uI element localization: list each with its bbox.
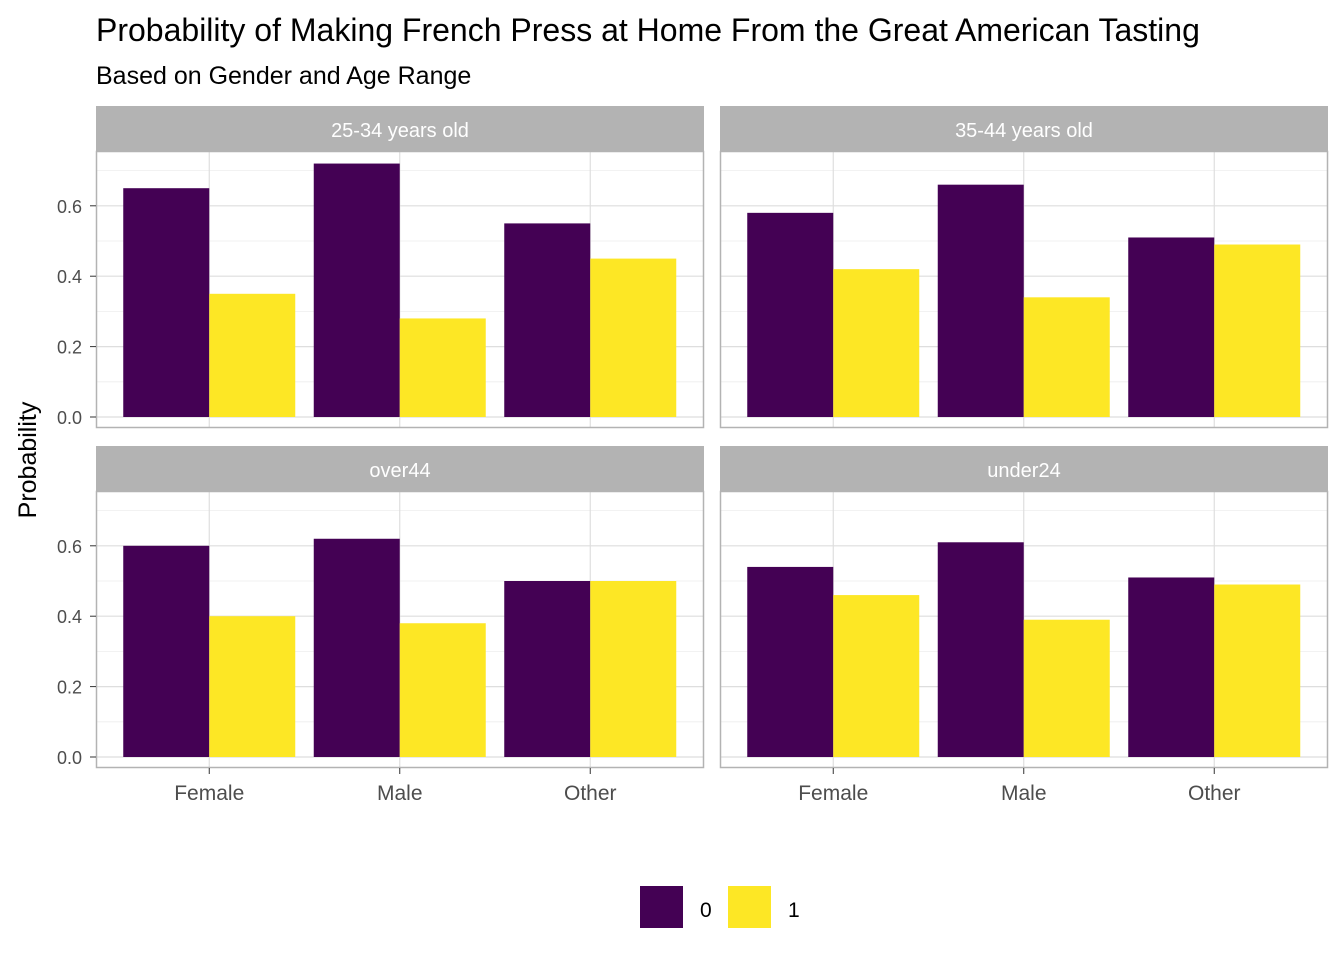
facet-label: 35-44 years old bbox=[955, 120, 1093, 142]
bar-1-female bbox=[833, 269, 920, 417]
bar-1-other bbox=[590, 258, 677, 417]
facet-panel: 35-44 years old bbox=[719, 106, 1329, 429]
facet-strip bbox=[720, 106, 1328, 151]
bar-1-male bbox=[399, 623, 486, 757]
chart-subtitle: Based on Gender and Age Range bbox=[96, 62, 471, 90]
bar-1-other bbox=[1214, 584, 1301, 757]
y-tick-label: 0.6 bbox=[57, 197, 82, 217]
facet-panel: 25-34 years old 0.0 0.2 0.4 0.6 bbox=[57, 106, 705, 429]
facet-label: under24 bbox=[987, 460, 1060, 482]
y-tick-label: 0.2 bbox=[57, 338, 82, 358]
bars bbox=[747, 184, 1301, 417]
y-tick-label: 0.0 bbox=[57, 408, 82, 428]
bar-0-male bbox=[313, 538, 400, 757]
x-tick-label: Other bbox=[1188, 782, 1241, 805]
bar-0-male bbox=[937, 542, 1024, 757]
y-tick-label: 0.4 bbox=[57, 607, 82, 627]
y-tick-label: 0.4 bbox=[57, 267, 82, 287]
facet-strip bbox=[96, 446, 704, 491]
legend-key-0 bbox=[640, 886, 683, 928]
y-tick-label: 0.6 bbox=[57, 537, 82, 557]
bars bbox=[123, 163, 677, 417]
bar-1-other bbox=[1214, 244, 1301, 417]
panel-border bbox=[719, 150, 1329, 429]
facet-label: 25-34 years old bbox=[331, 120, 469, 142]
bar-1-female bbox=[833, 595, 920, 757]
bar-0-female bbox=[123, 188, 210, 417]
facet-panel: under24 Female Male Other bbox=[719, 446, 1329, 805]
facet-strip bbox=[720, 446, 1328, 491]
bar-0-other bbox=[1128, 237, 1215, 417]
facet-label: over44 bbox=[369, 460, 430, 482]
bars bbox=[123, 538, 677, 757]
legend-key-1 bbox=[728, 886, 771, 928]
x-tick-label: Female bbox=[174, 782, 244, 805]
panel-border bbox=[95, 490, 705, 769]
facet-panels: 25-34 years old 0.0 0.2 0.4 0.6 35-44 years o… bbox=[57, 106, 1329, 805]
x-tick-label: Female bbox=[798, 782, 868, 805]
x-tick-label: Male bbox=[1001, 782, 1047, 805]
legend-label: 0 bbox=[700, 899, 712, 922]
y-axis-title: Probability bbox=[14, 401, 42, 518]
panel-border bbox=[719, 490, 1329, 769]
bar-1-male bbox=[1023, 619, 1110, 757]
bar-0-female bbox=[747, 212, 834, 417]
y-tick-label: 0.2 bbox=[57, 678, 82, 698]
legend-label: 1 bbox=[788, 899, 800, 922]
bar-0-male bbox=[313, 163, 400, 417]
bar-0-other bbox=[504, 223, 591, 417]
x-tick-label: Other bbox=[564, 782, 617, 805]
bar-1-female bbox=[209, 616, 296, 757]
panel-border bbox=[95, 150, 705, 429]
bars bbox=[747, 542, 1301, 757]
bar-1-other bbox=[590, 581, 677, 757]
bar-0-other bbox=[504, 581, 591, 757]
bar-0-female bbox=[123, 545, 210, 757]
bar-0-female bbox=[747, 566, 834, 757]
bar-0-male bbox=[937, 184, 1024, 417]
bar-1-male bbox=[399, 318, 486, 417]
bar-1-male bbox=[1023, 297, 1110, 417]
chart-title: Probability of Making French Press at Ho… bbox=[96, 12, 1200, 48]
facet-strip bbox=[96, 106, 704, 151]
y-tick-label: 0.0 bbox=[57, 748, 82, 768]
bar-1-female bbox=[209, 293, 296, 417]
bar-0-other bbox=[1128, 577, 1215, 757]
facet-panel: over44 0.0 0.2 0.4 0.6 Female Male Other bbox=[57, 446, 705, 805]
x-tick-label: Male bbox=[377, 782, 423, 805]
